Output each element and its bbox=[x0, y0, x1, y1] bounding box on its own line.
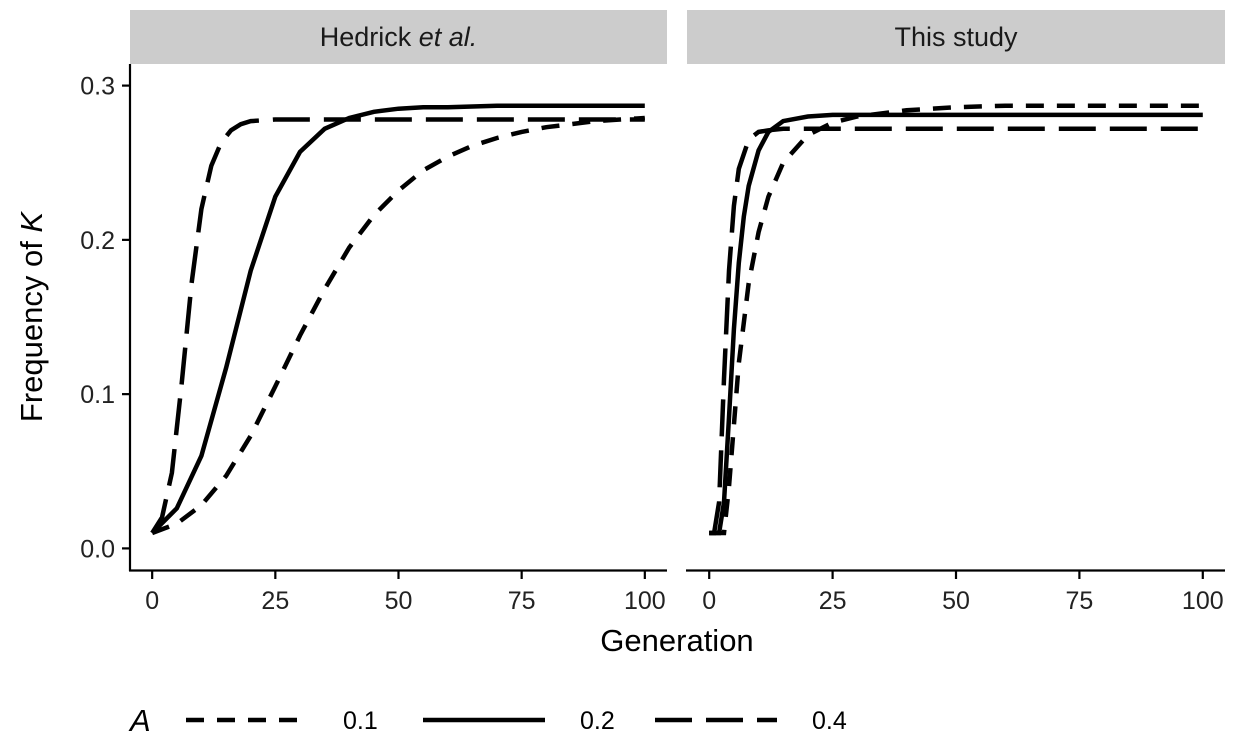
legend-label-0.2: 0.2 bbox=[580, 707, 615, 735]
series-line-0.2 bbox=[709, 112, 1203, 536]
x-tick-label: 100 bbox=[1182, 587, 1224, 615]
panel-right-ticks: 0 25 50 75 100 bbox=[702, 571, 1224, 615]
legend-label-0.4: 0.4 bbox=[812, 707, 847, 735]
series-line-0.1 bbox=[151, 115, 645, 536]
series-line-0.2 bbox=[150, 103, 645, 535]
x-tick-label: 0 bbox=[702, 587, 716, 615]
legend-title: A bbox=[128, 703, 151, 738]
y-axis-ticks: 0.0 0.1 0.2 0.3 bbox=[80, 73, 130, 563]
x-axis-title: Generation bbox=[600, 623, 753, 658]
y-tick-label: 0.1 bbox=[80, 381, 115, 409]
panel-left-title: Hedrick et al. bbox=[320, 22, 478, 52]
y-tick-label: 0.0 bbox=[80, 535, 115, 563]
panel-right-curves bbox=[709, 103, 1203, 536]
x-tick-label: 50 bbox=[385, 587, 413, 615]
legend-label-0.1: 0.1 bbox=[343, 707, 378, 735]
x-tick-label: 25 bbox=[261, 587, 289, 615]
x-tick-label: 0 bbox=[145, 587, 159, 615]
x-tick-label: 75 bbox=[508, 587, 536, 615]
series-line-0.4 bbox=[709, 126, 1203, 536]
panel-right: This study 0 25 50 75 100 bbox=[686, 10, 1225, 615]
x-tick-label: 25 bbox=[819, 587, 847, 615]
x-tick-label: 50 bbox=[942, 587, 970, 615]
legend: A 0.1 0.2 0.4 bbox=[128, 703, 847, 738]
panel-right-strip bbox=[687, 10, 1225, 64]
series-line-0.1 bbox=[709, 103, 1203, 536]
y-tick-label: 0.3 bbox=[80, 73, 115, 101]
y-axis-title: Frequency of K bbox=[14, 211, 49, 423]
x-tick-label: 75 bbox=[1065, 587, 1093, 615]
x-tick-label: 100 bbox=[624, 587, 666, 615]
legend-entries: 0.1 0.2 0.4 bbox=[186, 707, 847, 735]
panel-right-title: This study bbox=[894, 22, 1018, 52]
panel-left-curves bbox=[150, 103, 645, 536]
panel-left: Hedrick et al. 0 25 50 75 100 bbox=[128, 10, 667, 615]
panel-left-ticks: 0 25 50 75 100 bbox=[145, 571, 666, 615]
y-tick-label: 0.2 bbox=[80, 227, 115, 255]
series-line-0.4 bbox=[150, 117, 645, 535]
panel-left-strip bbox=[130, 10, 667, 64]
